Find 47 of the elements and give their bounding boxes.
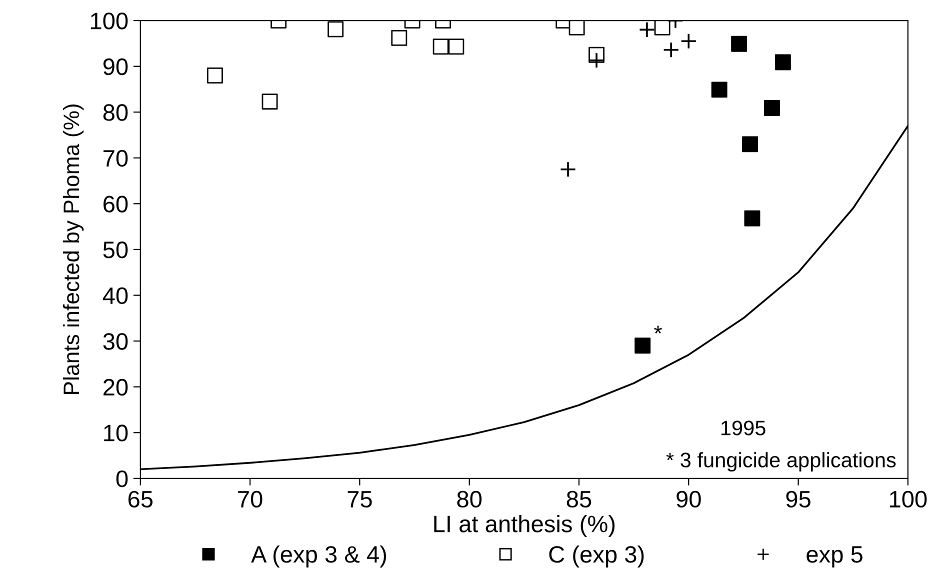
point — [391, 30, 408, 46]
point — [711, 82, 728, 98]
x-tick-label: 85 — [566, 490, 592, 508]
y-tick-label: 50 — [103, 242, 128, 258]
point — [432, 38, 449, 55]
x-tick-label: 65 — [128, 490, 153, 508]
point — [568, 20, 585, 36]
point — [680, 32, 697, 50]
point — [588, 52, 605, 69]
legend-label: exp 5 — [806, 546, 862, 568]
y-tick-label: 40 — [102, 287, 128, 304]
annotation: * 3 fungicide applications — [666, 452, 896, 472]
point — [654, 20, 670, 36]
point — [662, 42, 680, 58]
point — [262, 94, 278, 110]
annotation: 1995 — [721, 420, 766, 436]
y-tick-label: 100 — [91, 12, 128, 30]
x-tick-label: 100 — [890, 490, 927, 508]
point — [744, 210, 760, 226]
x-tick-label: 75 — [348, 491, 372, 508]
y-tick-label: 30 — [103, 333, 128, 350]
point — [731, 36, 748, 52]
point — [206, 68, 223, 84]
y-tick-label: 70 — [104, 150, 128, 167]
x-tick-label: 70 — [238, 490, 262, 508]
y-tick-label: 60 — [104, 196, 128, 212]
point — [328, 21, 344, 38]
point — [560, 161, 576, 178]
y-tick-label: 20 — [104, 378, 128, 396]
point — [774, 54, 791, 70]
legend-label: A (exp 3 & 4) — [251, 545, 386, 568]
y-tick-label: 0 — [116, 470, 128, 488]
x-tick-label: 80 — [457, 490, 482, 508]
legend-label: C (exp 3) — [549, 545, 644, 568]
point — [448, 38, 464, 55]
point — [764, 100, 780, 116]
annotation: * — [654, 326, 662, 334]
y-tick-label: 80 — [103, 104, 128, 121]
y-axis-title: Plants infected by Phoma (%) — [62, 104, 84, 394]
point — [638, 22, 656, 38]
x-tick-label: 90 — [676, 490, 701, 508]
point — [634, 338, 651, 354]
x-axis-title: LI at anthesis (%) — [434, 515, 615, 537]
y-tick-label: 10 — [104, 424, 128, 442]
x-tick-label: 95 — [786, 490, 810, 508]
y-tick-label: 90 — [103, 58, 128, 76]
point — [742, 136, 758, 152]
